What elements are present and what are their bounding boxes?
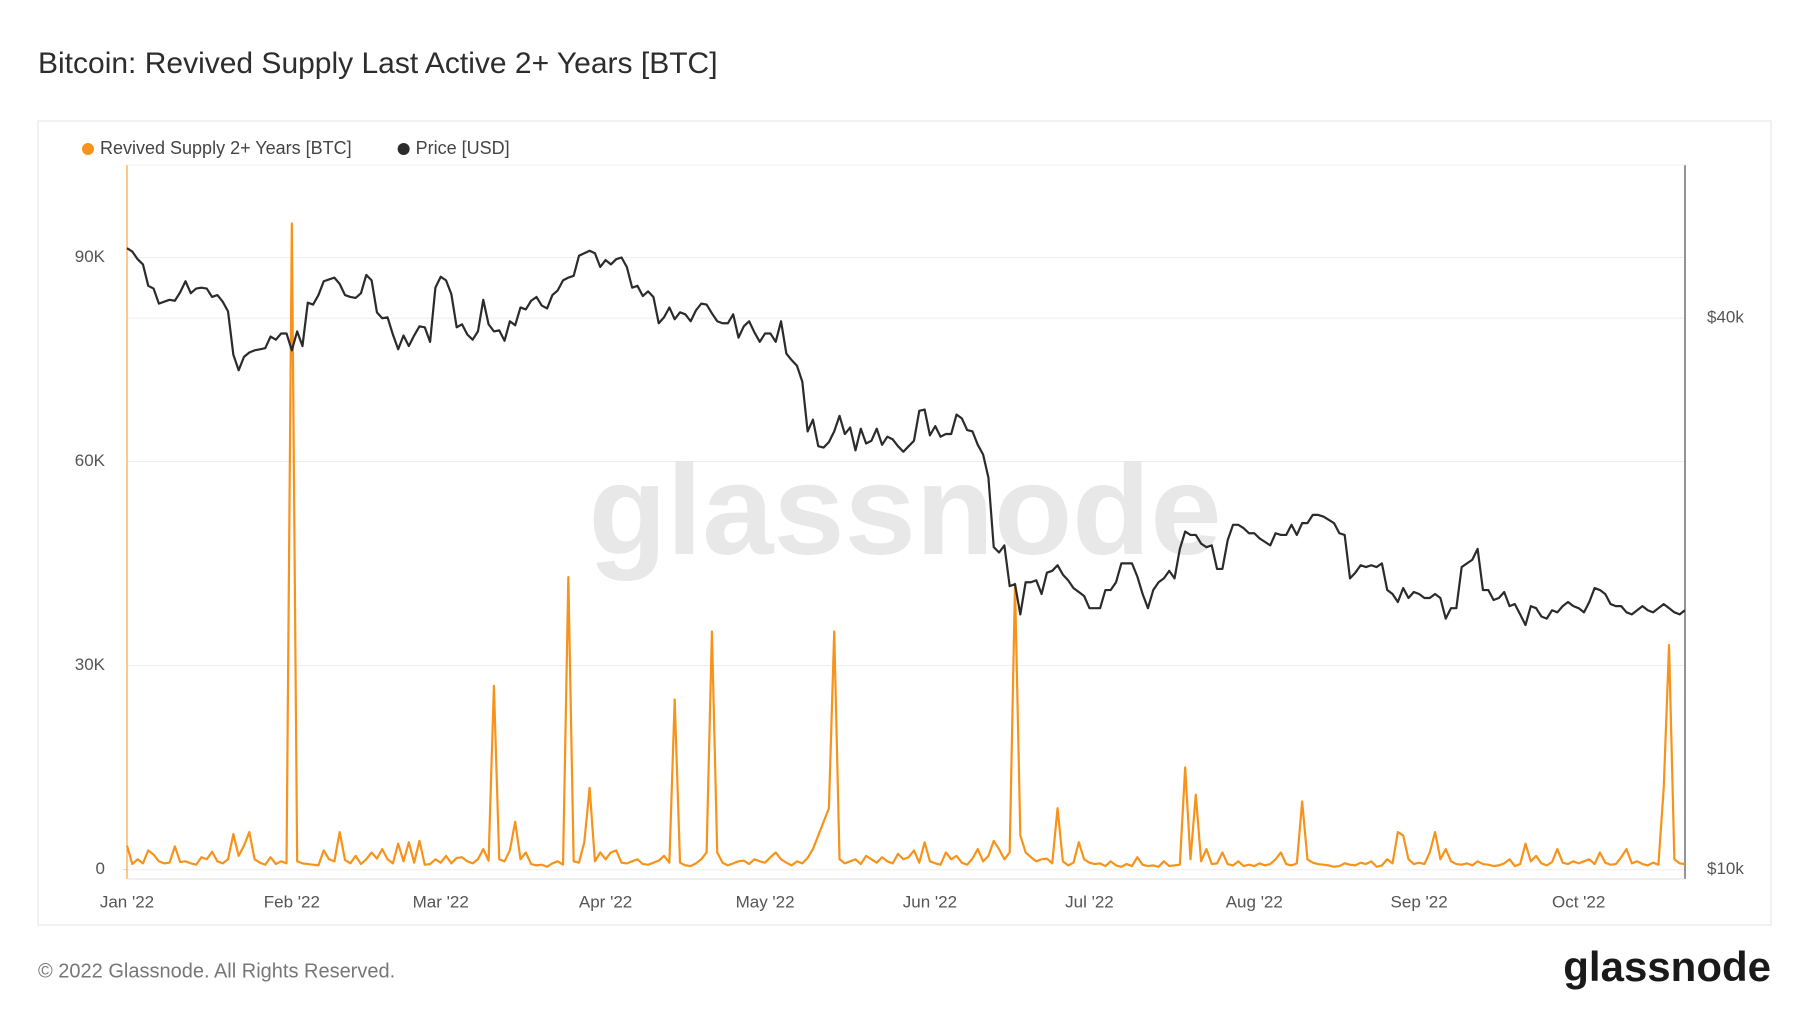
legend-marker bbox=[397, 143, 410, 155]
x-tick-label: Jan '22 bbox=[100, 892, 154, 911]
legend: Revived Supply 2+ Years [BTC] Price [USD] bbox=[82, 138, 510, 158]
x-tick-label: Apr '22 bbox=[579, 892, 632, 911]
y2-tick-label: $40k bbox=[1707, 308, 1744, 327]
legend-item[interactable]: Price [USD] bbox=[397, 138, 510, 158]
x-tick-label: Oct '22 bbox=[1552, 892, 1605, 911]
x-tick-label: Mar '22 bbox=[413, 892, 469, 911]
x-tick-label: Feb '22 bbox=[264, 892, 320, 911]
legend-label: Price [USD] bbox=[416, 138, 510, 158]
chart-frame bbox=[37, 120, 1772, 926]
series-line bbox=[126, 247, 1686, 627]
legend-label: Revived Supply 2+ Years [BTC] bbox=[100, 138, 352, 158]
x-tick-label: Jul '22 bbox=[1065, 892, 1114, 911]
x-tick-label: Aug '22 bbox=[1226, 892, 1283, 911]
y2-tick-label: $10k bbox=[1707, 859, 1744, 878]
legend-marker bbox=[82, 143, 94, 155]
chart-title: Bitcoin: Revived Supply Last Active 2+ Y… bbox=[38, 47, 718, 80]
logo: glassnode bbox=[1563, 943, 1771, 990]
footer: © 2022 Glassnode. All Rights Reserved. bbox=[38, 960, 395, 982]
y-tick-label: 90K bbox=[75, 247, 106, 266]
y-tick-label: 60K bbox=[75, 451, 106, 470]
series-line bbox=[125, 222, 1686, 868]
watermark: glassnode bbox=[588, 439, 1221, 582]
y-tick-label: 0 bbox=[96, 859, 105, 878]
x-tick-label: May '22 bbox=[736, 892, 795, 911]
y-tick-label: 30K bbox=[75, 655, 106, 674]
legend-item[interactable]: Revived Supply 2+ Years [BTC] bbox=[82, 138, 352, 158]
x-tick-label: Jun '22 bbox=[903, 892, 957, 911]
x-tick-label: Sep '22 bbox=[1391, 892, 1448, 911]
